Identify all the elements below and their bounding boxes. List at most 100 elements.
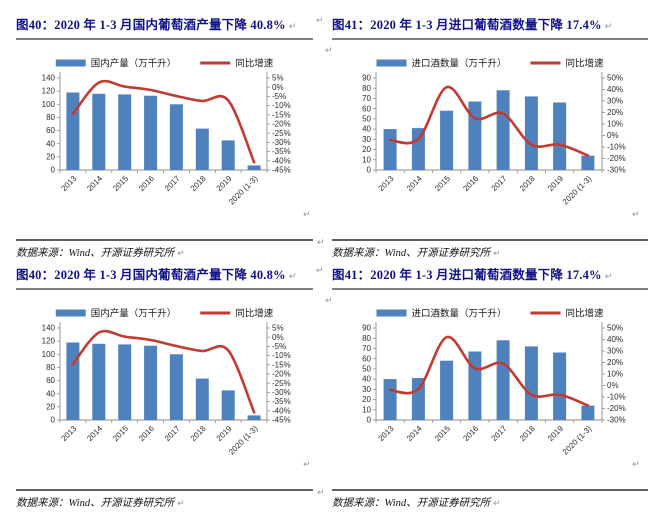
return-mark-icon: ↵ [288,272,297,282]
svg-text:20: 20 [362,145,371,154]
svg-text:50: 50 [362,114,371,123]
svg-text:国内产量（万千升）: 国内产量（万千升） [91,308,177,320]
svg-text:40: 40 [46,139,55,148]
svg-text:40%: 40% [607,335,623,344]
return-mark-icon: ↵ [303,210,311,220]
svg-text:2013: 2013 [59,174,78,193]
svg-text:0: 0 [51,416,56,425]
svg-text:-20%: -20% [607,154,626,163]
svg-text:10%: 10% [607,370,623,379]
svg-text:-20%: -20% [272,120,291,129]
svg-text:20%: 20% [607,108,623,117]
svg-text:2015: 2015 [111,424,130,443]
svg-text:进口酒数量（万千升）: 进口酒数量（万千升） [412,58,507,70]
return-mark-icon: ↵ [632,460,640,470]
svg-text:50%: 50% [607,74,623,83]
svg-text:30: 30 [362,385,371,394]
svg-text:进口酒数量（万千升）: 进口酒数量（万千升） [412,308,507,320]
svg-text:2019: 2019 [215,424,234,443]
svg-text:140: 140 [42,324,56,333]
svg-text:国内产量（万千升）: 国内产量（万千升） [91,58,177,70]
svg-text:-45%: -45% [272,166,291,175]
svg-text:0%: 0% [272,83,284,92]
svg-text:-10%: -10% [272,351,291,360]
svg-text:120: 120 [42,87,56,96]
figure-title-text: 图40：2020 年 1-3 月国内葡萄酒产量下降 40.8% [16,18,286,32]
svg-text:2014: 2014 [405,174,424,193]
svg-text:2015: 2015 [111,174,130,193]
svg-text:-10%: -10% [607,143,626,152]
svg-text:80: 80 [362,334,371,343]
svg-text:2014: 2014 [405,424,424,443]
return-mark-icon: ↵ [316,16,324,26]
figure-title-text: 图41：2020 年 1-3 月进口葡萄酒数量下降 17.4% [332,18,602,32]
svg-text:80: 80 [362,84,371,93]
data-source-text: 数据来源：Wind、开源证券研究所 [332,248,491,259]
svg-text:2018: 2018 [189,174,208,193]
figure-title: 图40：2020 年 1-3 月国内葡萄酒产量下降 40.8% ↵ [16,14,313,40]
svg-text:140: 140 [42,74,56,83]
svg-text:100: 100 [42,350,56,359]
data-source: 数据来源：Wind、开源证券研究所 ↵ [332,239,648,260]
svg-text:70: 70 [362,344,371,353]
svg-text:2017: 2017 [490,174,509,193]
return-mark-icon: ↵ [303,460,311,470]
figure-card-40-top: 图40：2020 年 1-3 月国内葡萄酒产量下降 40.8% ↵ 国内产量（万千… [16,14,313,260]
return-mark-icon: ↵ [493,249,501,259]
svg-text:-30%: -30% [607,166,626,175]
svg-text:同比增速: 同比增速 [566,308,605,320]
return-mark-icon: ↵ [604,22,613,32]
svg-text:2015: 2015 [433,174,452,193]
svg-text:20: 20 [46,402,55,411]
figure-title: 图41：2020 年 1-3 月进口葡萄酒数量下降 17.4% ↵ [332,264,648,290]
svg-text:2016: 2016 [461,174,480,193]
svg-text:-10%: -10% [607,393,626,402]
data-source-text: 数据来源：Wind、开源证券研究所 [16,498,175,509]
svg-text:40: 40 [46,389,55,398]
svg-text:-15%: -15% [272,110,291,119]
svg-text:0%: 0% [272,333,284,342]
svg-text:5%: 5% [272,324,284,333]
svg-text:0%: 0% [607,131,619,140]
svg-text:50%: 50% [607,324,623,333]
svg-text:2020 (1-3): 2020 (1-3) [561,424,594,457]
svg-text:2018: 2018 [518,174,537,193]
return-mark-icon: ↵ [316,266,324,276]
svg-text:2015: 2015 [433,424,452,443]
svg-text:同比增速: 同比增速 [235,308,274,320]
svg-text:-15%: -15% [272,360,291,369]
svg-text:-20%: -20% [607,404,626,413]
svg-text:-25%: -25% [272,129,291,138]
svg-text:2017: 2017 [163,424,182,443]
svg-text:2016: 2016 [137,174,156,193]
svg-text:0: 0 [51,166,56,175]
svg-text:-35%: -35% [272,147,291,156]
svg-text:90: 90 [362,324,371,333]
svg-text:2013: 2013 [377,174,396,193]
data-source-text: 数据来源：Wind、开源证券研究所 [332,498,491,509]
svg-text:40%: 40% [607,85,623,94]
data-source-text: 数据来源：Wind、开源证券研究所 [16,248,175,259]
figure-title: 图41：2020 年 1-3 月进口葡萄酒数量下降 17.4% ↵ [332,14,648,40]
svg-text:20%: 20% [607,358,623,367]
svg-text:5%: 5% [272,74,284,83]
return-mark-icon: ↵ [317,238,325,248]
return-mark-icon: ↵ [177,499,185,509]
svg-text:20: 20 [362,395,371,404]
svg-text:120: 120 [42,337,56,346]
svg-text:0: 0 [367,166,372,175]
svg-text:80: 80 [46,113,55,122]
svg-text:-30%: -30% [272,138,291,147]
svg-text:40: 40 [362,125,371,134]
svg-text:90: 90 [362,74,371,83]
svg-text:80: 80 [46,363,55,372]
svg-text:2018: 2018 [518,424,537,443]
figure-title: 图40：2020 年 1-3 月国内葡萄酒产量下降 40.8% ↵ [16,264,313,290]
svg-text:60: 60 [46,376,55,385]
svg-text:2017: 2017 [490,424,509,443]
svg-text:-20%: -20% [272,370,291,379]
svg-text:2013: 2013 [377,424,396,443]
return-mark-icon: ↵ [325,46,333,56]
